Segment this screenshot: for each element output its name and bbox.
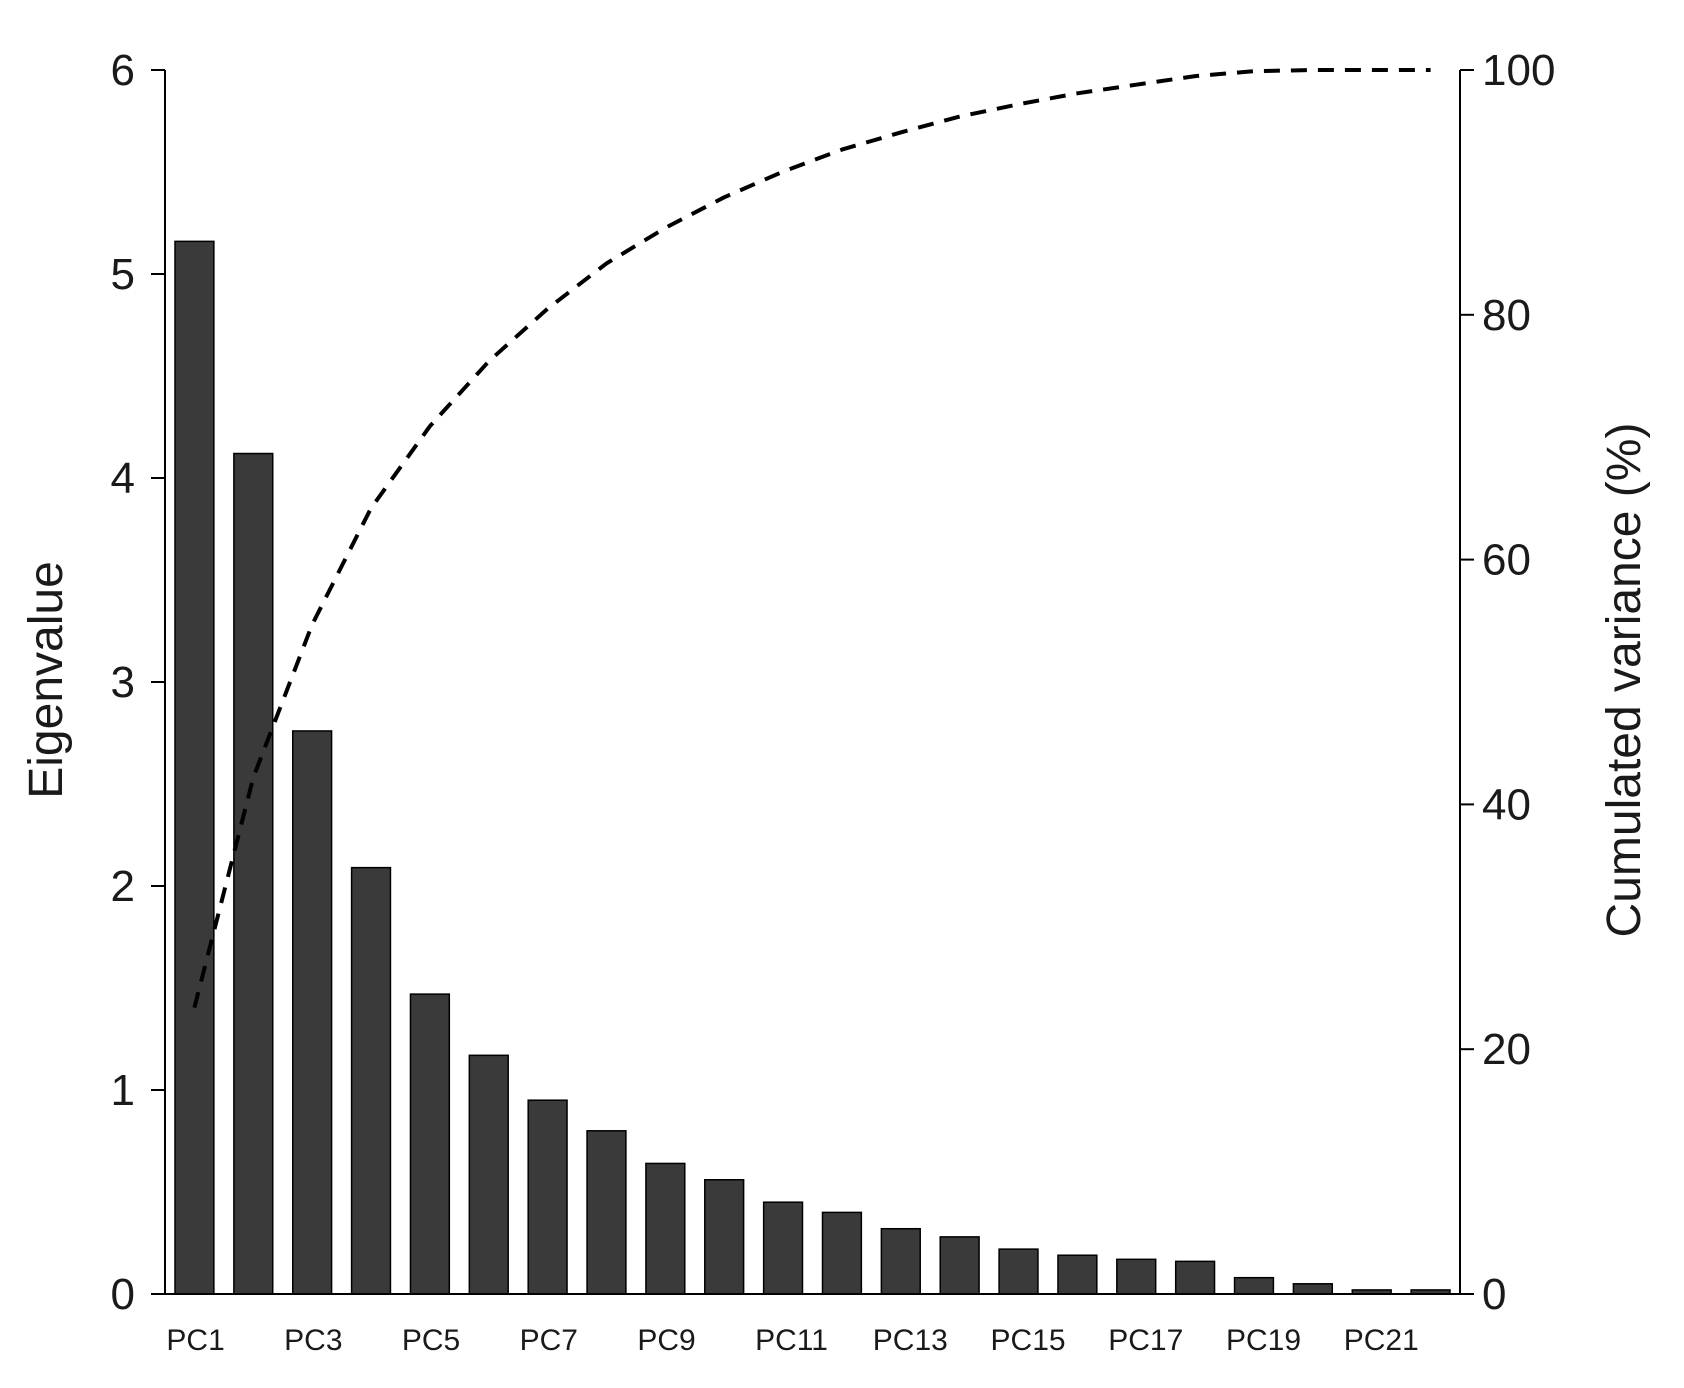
y2-tick-label: 20 [1482,1025,1531,1074]
x-tick-label: PC5 [402,1324,460,1357]
y-tick-label: 0 [111,1270,135,1319]
bar-pc7 [527,1099,568,1295]
x-tick-label: PC21 [1344,1324,1419,1357]
bar-pc19 [1233,1276,1275,1295]
labels-layer: Eigenvalue Cumulated variance (%) 0 1 2 3 4 5… [20,46,1651,1357]
x-tick-label: PC17 [1108,1324,1183,1357]
y2-tick-label: 100 [1482,46,1555,95]
y2-tick-label: 0 [1482,1270,1506,1319]
bar-pc9 [645,1162,686,1295]
bars-layer [174,240,1451,1295]
y-tick-label: 6 [111,46,135,95]
y-tick-label: 2 [111,862,135,911]
bar-pc4 [350,866,392,1295]
bar-pc16 [1057,1254,1098,1295]
bar-pc18 [1174,1260,1216,1295]
bar-pc12 [821,1211,863,1295]
bar-pc11 [762,1201,804,1295]
x-tick-label: PC15 [991,1324,1066,1357]
x-tick-label: PC7 [520,1324,578,1357]
x-tick-label: PC3 [284,1324,342,1357]
bar-pc14 [939,1236,980,1295]
bar-pc17 [1116,1258,1157,1295]
x-tick-label: PC13 [873,1324,948,1357]
x-tick-label: PC19 [1226,1324,1301,1357]
x-tick-label: PC9 [637,1324,695,1357]
y-tick-label: 3 [111,658,135,707]
y-tick-label: 1 [111,1066,135,1115]
bar-pc2 [233,452,274,1295]
bar-pc15 [998,1248,1039,1295]
line-layer [192,68,1431,1009]
y2-tick-label: 40 [1482,780,1531,829]
bar-pc20 [1292,1283,1334,1295]
bar-pc6 [468,1054,509,1295]
bar-pc1 [174,240,215,1295]
y2-tick-label: 60 [1482,536,1531,585]
bar-pc5 [409,993,451,1295]
cumulated-variance-line [192,68,1431,1009]
bar-pc13 [880,1227,921,1295]
y2-axis-title: Cumulated variance (%) [1598,423,1651,938]
y2-tick-label: 80 [1482,291,1531,340]
bar-pc8 [586,1130,627,1295]
y-tick-label: 5 [111,250,135,299]
bar-pc3 [291,730,333,1295]
axes-layer [151,69,1474,1295]
y-tick-label: 4 [111,454,135,503]
y-axis-title: Eigenvalue [20,561,73,799]
bar-pc10 [704,1179,745,1295]
x-tick-label: PC1 [166,1324,224,1357]
x-tick-label: PC11 [755,1324,828,1357]
